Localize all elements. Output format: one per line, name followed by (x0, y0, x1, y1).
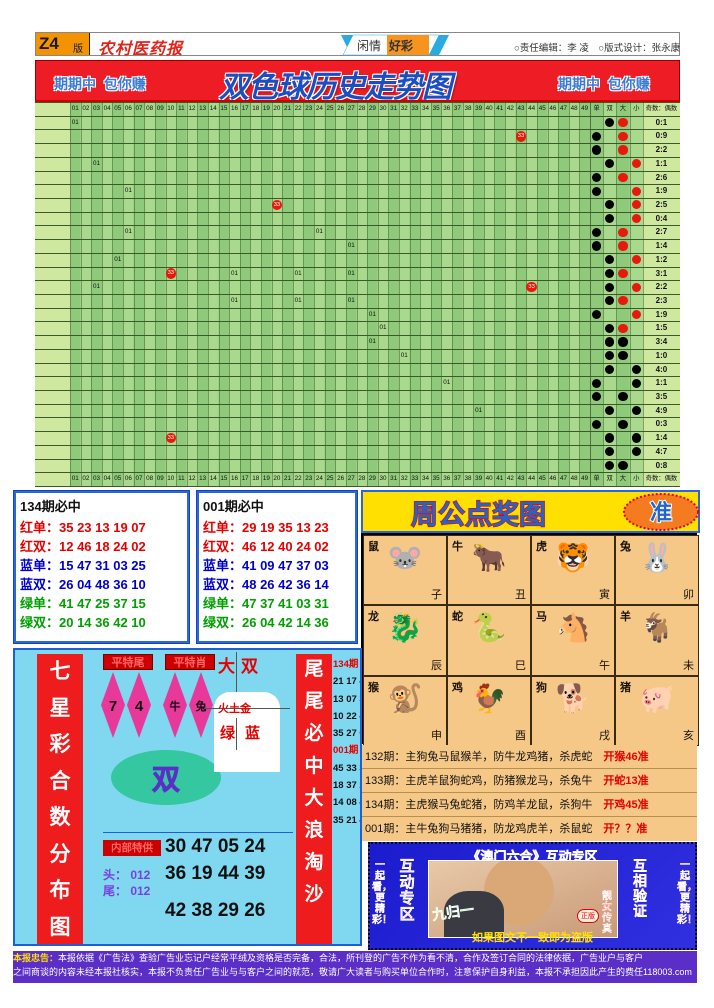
svg-text:好彩: 好彩 (388, 38, 413, 53)
svg-text:兔: 兔 (195, 699, 207, 713)
svg-text:准: 准 (650, 500, 672, 525)
svg-text:闲情: 闲情 (357, 39, 381, 53)
svg-text:4: 4 (135, 698, 144, 715)
svg-text:周公点奖图: 周公点奖图 (411, 499, 546, 530)
svg-text:牛: 牛 (170, 699, 181, 713)
svg-text:7: 7 (109, 698, 117, 715)
